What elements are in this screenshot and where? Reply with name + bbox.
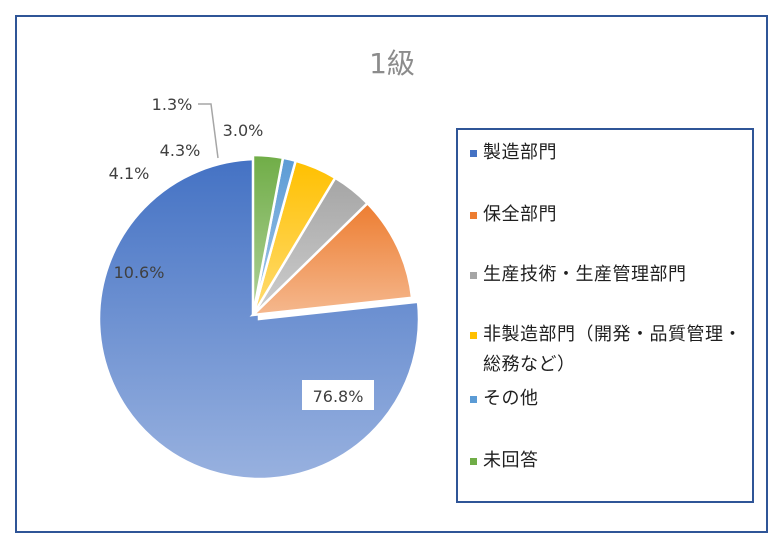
- legend-label: 保全部門: [483, 204, 557, 225]
- data-label-non-manufacturing: 4.3%: [160, 141, 201, 160]
- legend-label: 製造部門: [483, 142, 557, 163]
- legend-swatch: [470, 272, 477, 279]
- legend-item-other: その他: [470, 384, 752, 414]
- legend-label: その他: [483, 388, 539, 409]
- legend-swatch: [470, 458, 477, 465]
- legend-swatch: [470, 150, 477, 157]
- pie-slice-no-answer: [251, 153, 285, 316]
- legend-item-no-answer: 未回答: [470, 446, 752, 476]
- leader-line-other: [198, 103, 219, 159]
- legend-item-manufacturing: 製造部門: [470, 138, 752, 168]
- legend-swatch: [470, 396, 477, 403]
- legend-label: 生産技術・生産管理部門: [483, 264, 687, 285]
- pie-slice-maintenance: [249, 201, 414, 317]
- legend-item-production-engineering: 生産技術・生産管理部門: [470, 260, 752, 290]
- legend-item-non-manufacturing: 非製造部門（開発・品質管理・総務など）: [470, 320, 752, 380]
- legend-item-maintenance: 保全部門: [470, 200, 752, 230]
- legend-swatch: [470, 332, 477, 339]
- legend-swatch: [470, 212, 477, 219]
- data-label-maintenance: 10.6%: [114, 263, 165, 282]
- chart-title: 1級: [369, 47, 415, 80]
- data-label-box-manufacturing: [302, 380, 374, 410]
- legend: 製造部門保全部門生産技術・生産管理部門非製造部門（開発・品質管理・総務など） その…: [456, 128, 754, 503]
- legend-label: 非製造部門（開発・品質管理・総務など）: [483, 324, 742, 375]
- data-label-production-engineering: 4.1%: [109, 164, 150, 183]
- data-label-manufacturing: 76.8%: [313, 387, 364, 406]
- legend-label: 未回答: [483, 450, 539, 471]
- data-label-other: 1.3%: [152, 95, 193, 114]
- data-label-no-answer: 3.0%: [223, 121, 264, 140]
